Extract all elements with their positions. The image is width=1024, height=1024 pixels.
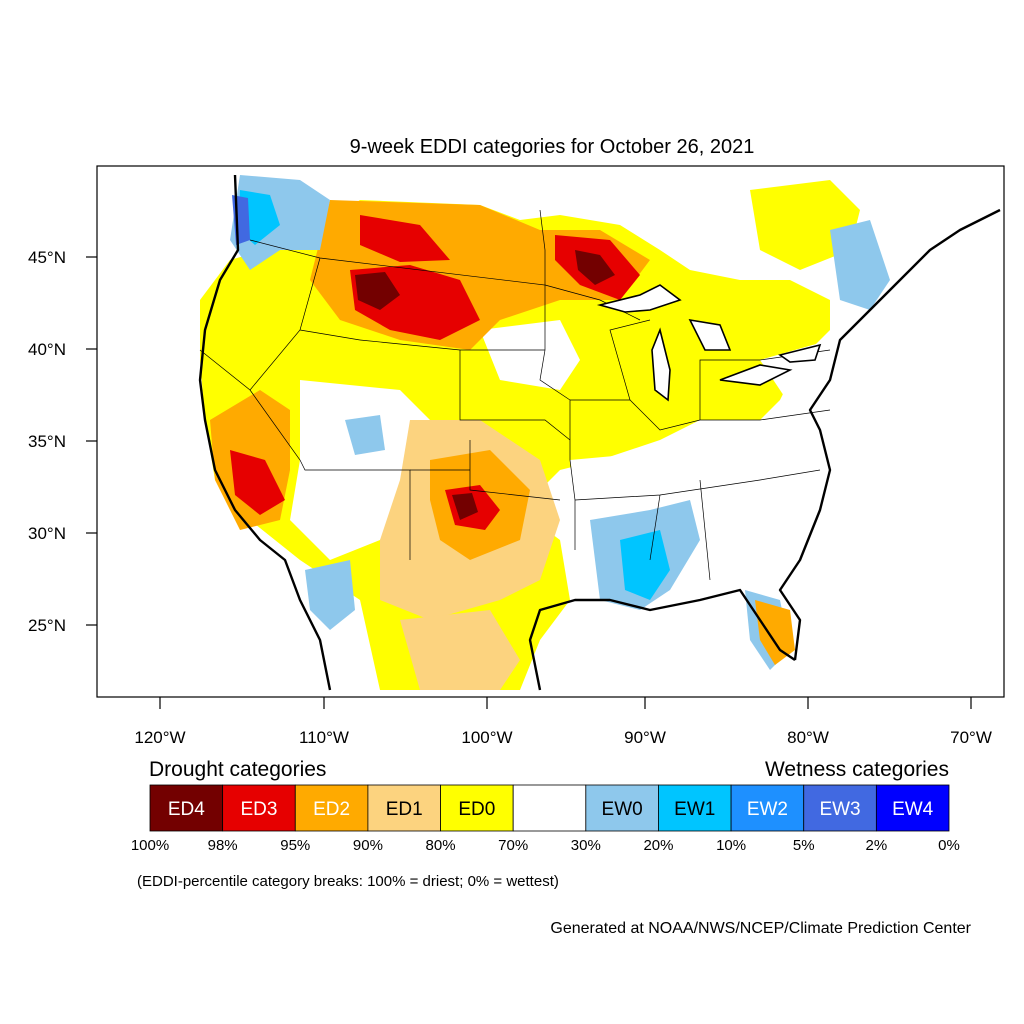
region-ed4-montana [355,272,400,310]
region-ed4-minnesota [575,250,615,285]
lat-tick-label: 40°N [28,340,66,359]
legend-swatch-label: ED3 [240,799,277,820]
lat-tick-label: 30°N [28,524,66,543]
legend-swatch-label: ED0 [458,799,495,820]
lon-tick-label: 100°W [461,728,512,747]
lat-tick-label: 35°N [28,432,66,451]
lon-tick-label: 120°W [134,728,185,747]
region-ew0-southwest [305,560,355,630]
legend-swatch-label: EW0 [602,799,643,820]
region-ed4-texas [452,493,478,520]
legend: Drought categories Wetness categories ED… [131,758,960,854]
legend-break-label: 5% [793,837,815,854]
legend-swatch [149,784,224,832]
legend-breaks: 100% 98% 95% 90% 80% 70% 30% 20% 10% 5% 2% 0% [131,837,960,854]
legend-break-label: 30% [571,837,601,854]
region-ed3-california [230,450,285,515]
legend-break-label: 70% [498,837,528,854]
legend-swatches: ED4 ED3 ED2 ED1 ED0 EW0 EW1 EW2 EW3 EW4 [149,784,950,832]
legend-swatch-label: EW4 [892,799,934,820]
legend-swatch-label: EW2 [747,799,788,820]
lat-tick-label: 45°N [28,248,66,267]
legend-break-label: 98% [208,837,238,854]
region-ew0-utah [345,415,385,455]
great-lakes [596,284,822,402]
map-panel [96,165,1005,698]
legend-break-label: 90% [353,837,383,854]
region-ed1-florida [755,600,795,665]
legend-break-label: 2% [866,837,888,854]
legend-swatch [875,784,950,832]
lon-axis: 120°W 110°W 100°W 90°W 80°W 70°W [134,697,992,747]
lon-tick-label: 70°W [950,728,992,747]
region-normal-east [760,340,840,420]
lon-tick-label: 90°W [624,728,666,747]
legend-swatch-label: ED2 [313,799,350,820]
lon-tick-label: 110°W [299,728,349,747]
lon-tick-label: 80°W [787,728,829,747]
region-ed3-dakota [360,215,450,262]
legend-swatch [803,784,877,832]
legend-break-label: 0% [938,837,960,854]
legend-swatch [294,784,369,832]
legend-break-label: 100% [131,837,169,854]
legend-swatch [222,784,296,832]
legend-break-label: 10% [716,837,746,854]
region-normal-southeast [570,440,820,580]
region-normal-great-plains [480,320,580,390]
credit-line: Generated at NOAA/NWS/NCEP/Climate Predi… [550,920,971,937]
legend-break-label: 20% [643,837,673,854]
figure-title: 9-week EDDI categories for October 26, 2… [350,136,755,158]
category-breaks-note: (EDDI-percentile category breaks: 100% =… [137,873,559,890]
legend-swatch-label: EW3 [819,799,860,820]
region-ew0-maine [830,220,890,310]
legend-swatch [512,784,587,832]
legend-break-label: 95% [280,837,310,854]
map-frame [96,165,1005,698]
legend-swatch [367,784,441,832]
lat-axis: 45°N 40°N 35°N 30°N 25°N [28,248,97,635]
region-ed1-south-texas [400,610,520,690]
legend-swatch [440,784,514,832]
us-coastline [198,174,1001,691]
legend-swatch [658,784,732,832]
lat-tick-label: 25°N [28,616,66,635]
state-borders [199,209,831,581]
legend-swatch-label: ED1 [386,799,423,820]
legend-swatch [585,784,659,832]
legend-swatch [730,784,805,832]
legend-break-label: 80% [426,837,456,854]
wetness-categories-title: Wetness categories [765,758,949,781]
legend-swatch-label: EW1 [674,799,715,820]
drought-categories-title: Drought categories [149,758,326,781]
region-ew1-gulf [620,530,670,600]
legend-swatch-label: ED4 [168,799,205,820]
